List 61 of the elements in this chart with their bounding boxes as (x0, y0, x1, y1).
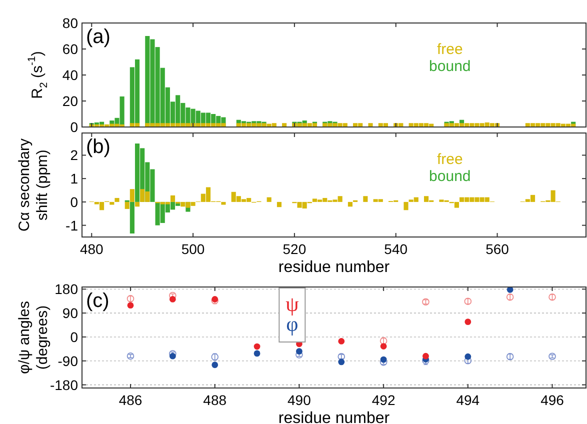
bar (368, 123, 373, 127)
bar (134, 202, 140, 207)
x-tick-label: 520 (282, 241, 306, 257)
bar (348, 202, 353, 207)
x-axis-title: residue number (278, 410, 390, 424)
y-tick-label: 180 (54, 281, 78, 298)
point (338, 338, 345, 344)
y-tick-label: 60 (62, 41, 78, 57)
y-axis-title: φ/ψ angles (degrees) (16, 301, 51, 374)
y-tick-label: 0 (70, 194, 78, 210)
point (380, 356, 387, 363)
y-tick-label: 20 (62, 93, 78, 109)
bar (170, 195, 176, 202)
y-tick-label: -90 (58, 352, 78, 369)
text: free (436, 40, 463, 58)
bar (124, 202, 130, 209)
bar (266, 197, 272, 202)
y-tick-label: -180 (50, 376, 78, 393)
y-tick-label: 0 (70, 119, 78, 135)
y-tick-label: 90 (62, 305, 78, 322)
bar (114, 198, 120, 202)
x-tick-label: 486 (118, 392, 142, 408)
x-tick-label: 492 (372, 392, 396, 408)
point (296, 348, 302, 355)
x-tick-label: 496 (540, 392, 564, 408)
text: bound (429, 168, 471, 185)
series-label: free (436, 150, 463, 168)
bar (130, 189, 134, 202)
point (380, 343, 387, 350)
y-axis-title: Cα secondary shift (ppm) (16, 138, 51, 232)
y-tick-label: 80 (62, 15, 78, 31)
y-tick-label: -1 (66, 217, 78, 234)
point (464, 318, 472, 326)
x-tick-label: 480 (80, 241, 104, 257)
point (422, 352, 429, 360)
x-tick-label: 490 (288, 392, 312, 408)
y-tick-label: 40 (62, 67, 78, 83)
bar (276, 202, 282, 208)
x-tick-label: 488 (203, 392, 227, 408)
y-tick-label: 2 (70, 147, 78, 164)
bar (363, 196, 368, 202)
x-tick-label: 560 (486, 241, 510, 257)
y-tick-label: 0 (70, 328, 78, 345)
annotation: (b) (86, 136, 110, 158)
x-axis-title: residue number (278, 259, 390, 276)
point (254, 350, 260, 357)
point (254, 343, 260, 350)
x-tick-label: 494 (456, 392, 480, 408)
x-tick-label: 500 (181, 241, 205, 257)
point (126, 352, 134, 360)
bar (404, 202, 408, 210)
annotation: (a) (86, 26, 110, 48)
point (548, 352, 556, 360)
bar (130, 202, 134, 234)
annotation: (c) (86, 290, 110, 312)
point (169, 352, 176, 360)
text: bound (429, 58, 471, 75)
point (464, 353, 472, 360)
x-tick-label: 540 (384, 241, 408, 257)
point (169, 296, 176, 302)
y-tick-label: 1 (70, 170, 78, 187)
